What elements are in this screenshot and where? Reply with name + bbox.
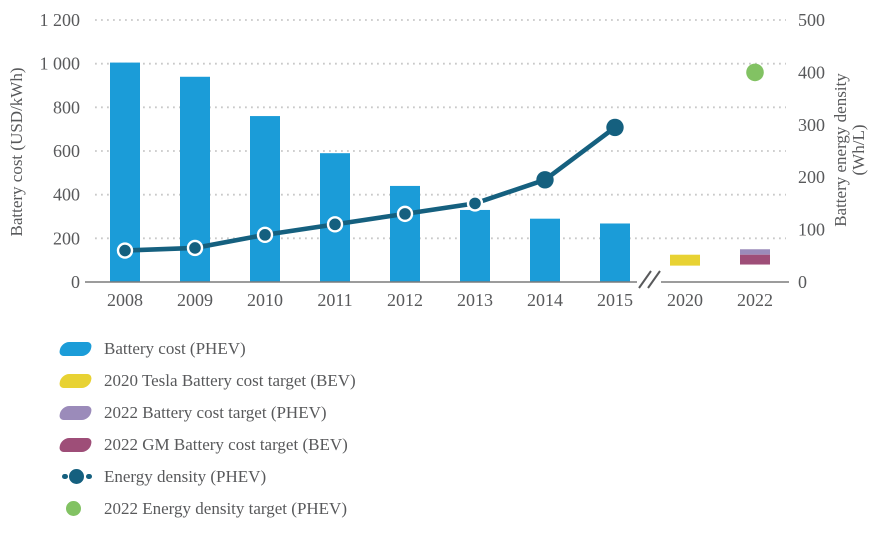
legend-item-density-target: 2022 Energy density target (PHEV) [60, 498, 356, 518]
target-range-2022 [740, 254, 770, 265]
x-label-2012: 2012 [387, 290, 423, 310]
energy-density-target-point [746, 63, 764, 82]
right-tick-500: 500 [798, 10, 825, 30]
x-label-2022: 2022 [737, 290, 773, 310]
tesla-target-swatch [58, 373, 96, 388]
energy-density-point-2009 [186, 239, 204, 257]
legend-item-energy-density: Energy density (PHEV) [60, 466, 356, 486]
x-label-2020: 2020 [667, 290, 703, 310]
legend-label: 2020 Tesla Battery cost target (BEV) [104, 370, 356, 390]
x-axis-labels: 2008 2009 2010 2011 2012 2013 2014 2015 2020 2022 [107, 290, 773, 310]
energy-density-polyline [124, 125, 617, 253]
left-tick-800: 800 [53, 97, 80, 117]
target-markers [670, 63, 770, 266]
left-tick-600: 600 [53, 141, 80, 161]
right-tick-300: 300 [798, 115, 825, 135]
left-tick-1 200: 1 200 [40, 10, 81, 30]
energy-density-point-2015 [606, 118, 624, 137]
density-target-dot-icon [60, 501, 96, 516]
right-axis-title-line2: (Wh/L) [849, 125, 868, 176]
x-label-2008: 2008 [107, 290, 143, 310]
target-range-2022 [740, 249, 770, 255]
x-axis [85, 270, 789, 289]
target-range-2020 [670, 254, 700, 266]
axis-break-slash [638, 270, 652, 289]
x-label-2015: 2015 [597, 290, 633, 310]
right-axis-tick-labels: 0 100 200 300 400 500 [798, 10, 825, 292]
x-label-2011: 2011 [317, 290, 352, 310]
legend-item-tesla-target: 2020 Tesla Battery cost target (BEV) [58, 370, 356, 390]
left-tick-1 000: 1 000 [40, 54, 81, 74]
right-tick-100: 100 [798, 220, 825, 240]
energy-density-line [116, 118, 624, 259]
left-axis-title: Battery cost (USD/kWh) [7, 67, 26, 236]
x-label-2010: 2010 [247, 290, 283, 310]
left-tick-200: 200 [53, 228, 80, 248]
battery-cost-bar-2013 [460, 209, 490, 282]
battery-cost-bar-2014 [530, 218, 560, 282]
energy-density-point-2013 [466, 195, 484, 212]
energy-density-line-icon [60, 469, 96, 484]
legend-label: 2022 Energy density target (PHEV) [104, 498, 347, 518]
legend-label: Energy density (PHEV) [104, 466, 267, 486]
x-label-2013: 2013 [457, 290, 493, 310]
energy-density-point-2011 [326, 216, 344, 233]
axis-break-slash [647, 270, 661, 289]
legend-label: 2022 GM Battery cost target (BEV) [104, 434, 348, 454]
left-axis-tick-labels: 0 200 400 600 800 1 000 1 200 [40, 10, 81, 292]
legend-label: Battery cost (PHEV) [104, 338, 246, 358]
energy-density-point-2014 [536, 171, 554, 189]
right-axis-title-line1: Battery energy density [831, 73, 850, 227]
legend-item-phev-target: 2022 Battery cost target (PHEV) [58, 402, 356, 422]
legend-item-battery-cost: Battery cost (PHEV) [58, 338, 356, 358]
left-tick-400: 400 [53, 185, 80, 205]
energy-density-point-2010 [256, 226, 274, 244]
right-tick-400: 400 [798, 62, 825, 82]
legend: Battery cost (PHEV) 2020 Tesla Battery c… [58, 338, 356, 532]
battery-cost-swatch [58, 341, 96, 356]
right-tick-0: 0 [798, 272, 807, 292]
gm-target-swatch [58, 437, 96, 452]
battery-cost-bar-2015 [600, 223, 630, 282]
right-tick-200: 200 [798, 167, 825, 187]
energy-density-point-2008 [116, 242, 134, 259]
energy-density-point-2012 [396, 205, 414, 223]
legend-item-gm-target: 2022 GM Battery cost target (BEV) [58, 434, 356, 454]
x-label-2009: 2009 [177, 290, 213, 310]
phev-target-swatch [58, 405, 96, 420]
gridlines [95, 19, 786, 240]
x-label-2014: 2014 [527, 290, 563, 310]
battery-cost-bar-2010 [250, 116, 280, 282]
battery-cost-density-chart: 0 200 400 600 800 1 000 1 200 0 100 200 300 400 500… [7, 10, 868, 310]
battery-cost-bar-2012 [390, 185, 420, 282]
legend-label: 2022 Battery cost target (PHEV) [104, 402, 327, 422]
left-tick-0: 0 [71, 272, 80, 292]
